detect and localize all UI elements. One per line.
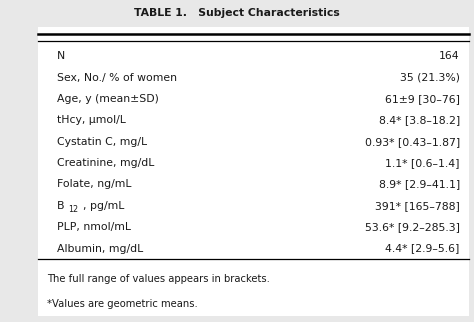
Text: *Values are geometric means.: *Values are geometric means. (47, 299, 198, 309)
Text: Age, y (mean±SD): Age, y (mean±SD) (57, 94, 159, 104)
Text: , pg/mL: , pg/mL (83, 201, 125, 211)
Bar (38, 259, 469, 316)
Text: 61±9 [30–76]: 61±9 [30–76] (385, 94, 460, 104)
Text: Creatinine, mg/dL: Creatinine, mg/dL (57, 158, 154, 168)
Text: 8.9* [2.9–41.1]: 8.9* [2.9–41.1] (379, 179, 460, 189)
Bar (38, 27, 469, 259)
Text: 4.4* [2.9–5.6]: 4.4* [2.9–5.6] (385, 243, 460, 253)
Text: N: N (57, 52, 65, 62)
Text: The full range of values appears in brackets.: The full range of values appears in brac… (47, 274, 270, 284)
Text: 8.4* [3.8–18.2]: 8.4* [3.8–18.2] (379, 116, 460, 126)
Text: Folate, ng/mL: Folate, ng/mL (57, 179, 131, 189)
Text: 391* [165–788]: 391* [165–788] (375, 201, 460, 211)
Text: Sex, No./ % of women: Sex, No./ % of women (57, 73, 177, 83)
Text: B: B (57, 201, 64, 211)
Text: 53.6* [9.2–285.3]: 53.6* [9.2–285.3] (365, 222, 460, 232)
Text: 1.1* [0.6–1.4]: 1.1* [0.6–1.4] (385, 158, 460, 168)
Text: tHcy, μmol/L: tHcy, μmol/L (57, 116, 126, 126)
Text: 12: 12 (68, 205, 78, 214)
Text: 0.93* [0.43–1.87]: 0.93* [0.43–1.87] (365, 137, 460, 147)
Text: PLP, nmol/mL: PLP, nmol/mL (57, 222, 131, 232)
Text: Albumin, mg/dL: Albumin, mg/dL (57, 243, 143, 253)
Text: TABLE 1.   Subject Characteristics: TABLE 1. Subject Characteristics (134, 8, 340, 18)
Text: Cystatin C, mg/L: Cystatin C, mg/L (57, 137, 147, 147)
Text: 164: 164 (439, 52, 460, 62)
Text: 35 (21.3%): 35 (21.3%) (400, 73, 460, 83)
